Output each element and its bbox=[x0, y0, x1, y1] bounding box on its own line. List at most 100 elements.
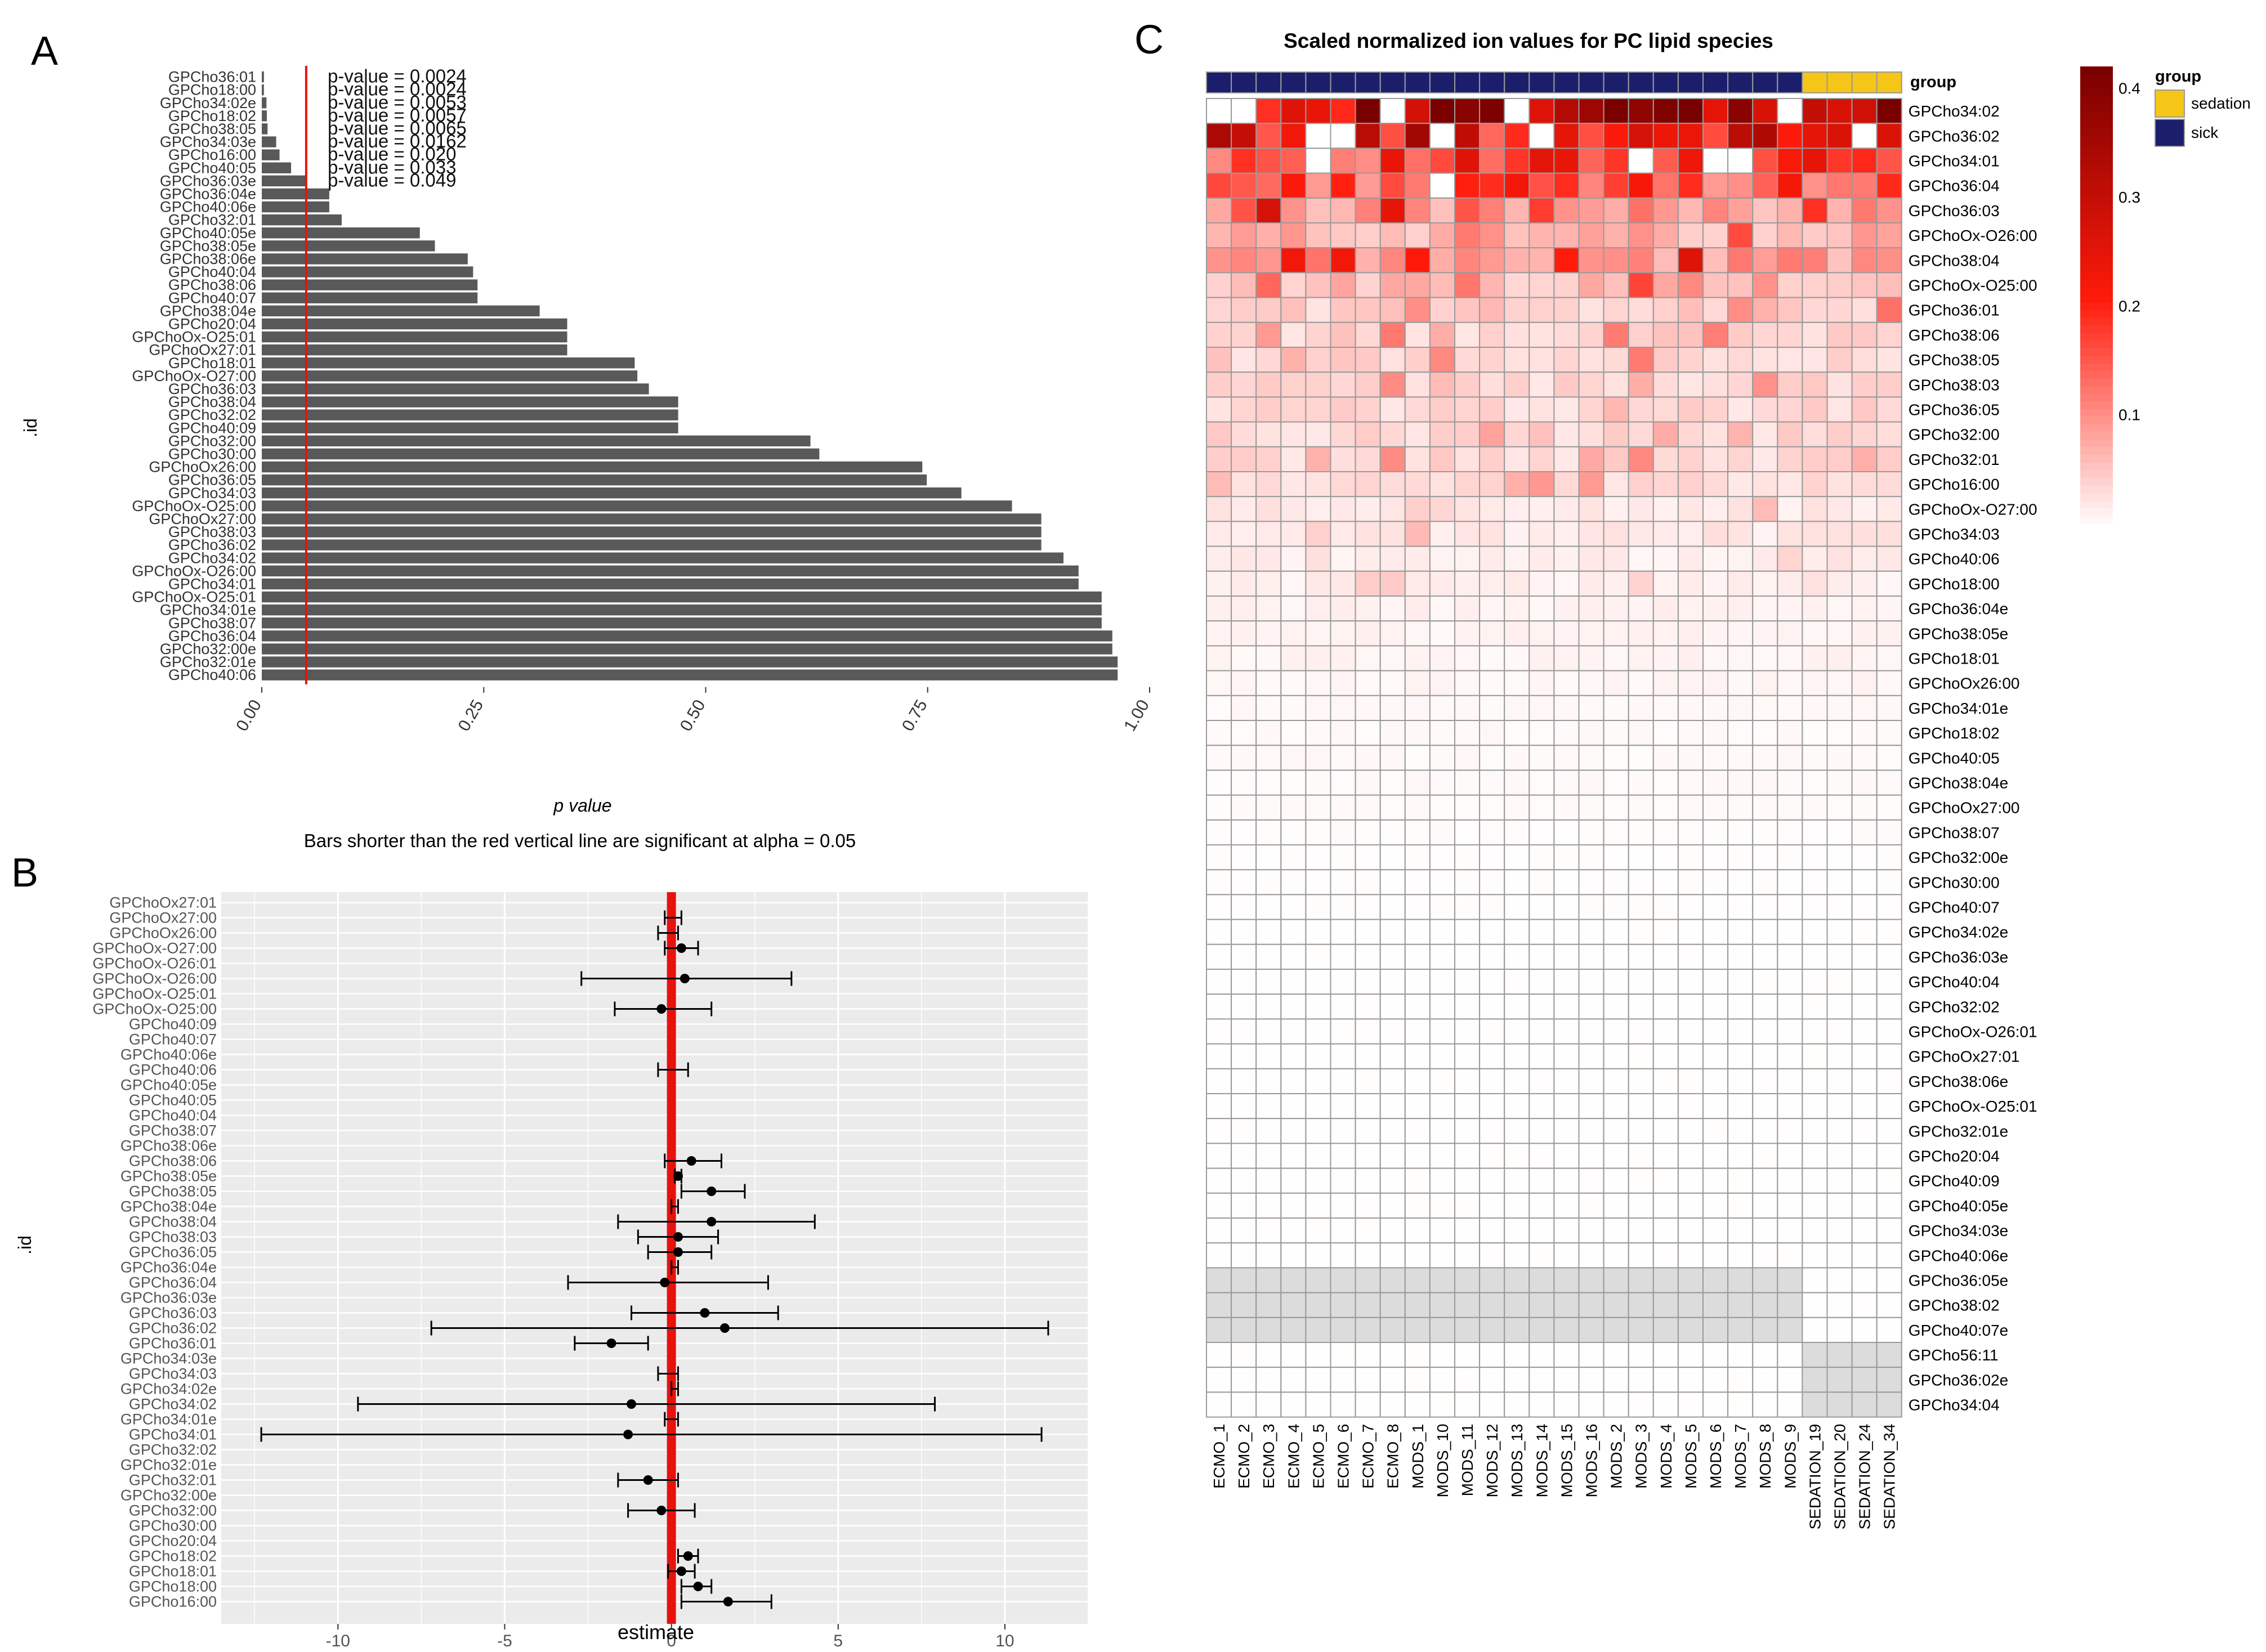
heatmap-cell bbox=[1802, 1267, 1828, 1293]
heatmap-cell bbox=[1305, 421, 1331, 447]
p-value-annotation: p-value = 0.0057 bbox=[328, 105, 467, 126]
heatmap-cell bbox=[1876, 446, 1902, 472]
heatmap-cell bbox=[1280, 919, 1307, 945]
heatmap-cell bbox=[1206, 993, 1232, 1020]
p-value-annotation: p-value = 0.020 bbox=[328, 144, 456, 164]
heatmap-cell bbox=[1777, 1192, 1803, 1219]
y-tick-label: GPCho38:06 bbox=[168, 276, 256, 293]
heatmap-cell bbox=[1479, 794, 1505, 821]
heatmap-cell bbox=[1727, 1043, 1754, 1069]
heatmap-cell bbox=[1553, 969, 1580, 995]
heatmap-cell bbox=[1876, 1118, 1902, 1144]
heatmap-cell bbox=[1404, 794, 1431, 821]
x-axis-label: p value bbox=[553, 795, 611, 816]
heatmap-cell bbox=[1404, 371, 1431, 398]
heatmap-cell bbox=[1355, 720, 1381, 746]
heatmap-cell bbox=[1702, 745, 1729, 771]
y-tick-label: GPCho38:03 bbox=[168, 523, 256, 540]
bar bbox=[262, 201, 329, 213]
y-axis-label: .id bbox=[20, 418, 41, 437]
heatmap-cell bbox=[1677, 1342, 1704, 1368]
heatmap-cell bbox=[1305, 396, 1331, 423]
heatmap-cell bbox=[1628, 769, 1654, 796]
heatmap-cell bbox=[1777, 247, 1803, 274]
heatmap-cell bbox=[1802, 371, 1828, 398]
heatmap-cell bbox=[1652, 371, 1679, 398]
heatmap-cell bbox=[1504, 222, 1530, 249]
heatmap-cell bbox=[1851, 570, 1878, 597]
heatmap-cell bbox=[1255, 570, 1282, 597]
heatmap-cell bbox=[1652, 496, 1679, 522]
heatmap-cell bbox=[1578, 371, 1604, 398]
heatmap-cell bbox=[1727, 1292, 1754, 1318]
row-label: GPCho36:03 bbox=[1909, 202, 2000, 220]
heatmap-cell bbox=[1305, 1093, 1331, 1120]
heatmap-cell bbox=[1305, 1167, 1331, 1194]
plot-background bbox=[221, 892, 1088, 1624]
heatmap-cell bbox=[1504, 1192, 1530, 1219]
heatmap-cell bbox=[1777, 919, 1803, 945]
heatmap-cell bbox=[1355, 894, 1381, 920]
heatmap-cell bbox=[1876, 321, 1902, 348]
row-label: GPCho36:01 bbox=[1909, 302, 2000, 319]
heatmap-cell bbox=[1454, 1317, 1481, 1344]
x-tick-label: 0 bbox=[667, 1632, 676, 1650]
heatmap-cell bbox=[1677, 745, 1704, 771]
heatmap-cell bbox=[1752, 421, 1778, 447]
heatmap-cell bbox=[1528, 1242, 1555, 1269]
heatmap-cell bbox=[1305, 1018, 1331, 1045]
heatmap-cell bbox=[1628, 1093, 1654, 1120]
heatmap-cell bbox=[1677, 98, 1704, 124]
estimate-point bbox=[627, 1399, 637, 1409]
heatmap-cell bbox=[1379, 521, 1406, 547]
heatmap-cell bbox=[1652, 620, 1679, 647]
column-label: ECMO_5 bbox=[1309, 1424, 1327, 1489]
heatmap-cell bbox=[1404, 993, 1431, 1020]
y-tick-label: GPCho40:09 bbox=[129, 1016, 217, 1033]
heatmap-cell bbox=[1504, 1217, 1530, 1244]
heatmap-cell bbox=[1727, 297, 1754, 323]
heatmap-cell bbox=[1876, 247, 1902, 274]
legend-label: sick bbox=[2191, 124, 2219, 141]
heatmap-cell bbox=[1305, 1391, 1331, 1418]
heatmap-cell bbox=[1454, 147, 1481, 174]
heatmap-cell bbox=[1504, 496, 1530, 522]
heatmap-cell bbox=[1379, 570, 1406, 597]
heatmap-cell bbox=[1578, 1342, 1604, 1368]
heatmap-cell bbox=[1504, 570, 1530, 597]
heatmap-cell bbox=[1231, 943, 1257, 970]
heatmap-cell bbox=[1504, 172, 1530, 199]
heatmap-cell bbox=[1603, 695, 1629, 722]
heatmap-cell bbox=[1752, 1118, 1778, 1144]
heatmap-cell bbox=[1851, 919, 1878, 945]
heatmap-cell bbox=[1206, 819, 1232, 846]
colorbar-segment bbox=[2080, 127, 2113, 136]
heatmap-cell bbox=[1628, 1242, 1654, 1269]
heatmap-cell bbox=[1826, 247, 1853, 274]
heatmap-cell bbox=[1702, 919, 1729, 945]
heatmap-cell bbox=[1702, 794, 1729, 821]
heatmap-cell bbox=[1553, 1167, 1580, 1194]
heatmap-cell bbox=[1255, 969, 1282, 995]
y-tick-label: GPCho18:02 bbox=[129, 1548, 217, 1565]
heatmap-cell bbox=[1727, 446, 1754, 472]
x-tick-label: -10 bbox=[326, 1632, 350, 1650]
heatmap-cell bbox=[1255, 172, 1282, 199]
heatmap-cell bbox=[1280, 1367, 1307, 1393]
heatmap-cell bbox=[1553, 1018, 1580, 1045]
heatmap-cell bbox=[1826, 844, 1853, 871]
heatmap-cell bbox=[1603, 720, 1629, 746]
heatmap-cell bbox=[1355, 596, 1381, 622]
estimate-point bbox=[676, 1566, 686, 1576]
heatmap-cell bbox=[1628, 1118, 1654, 1144]
heatmap-cell bbox=[1826, 1143, 1853, 1169]
heatmap-cell bbox=[1727, 1217, 1754, 1244]
heatmap-cell bbox=[1752, 720, 1778, 746]
heatmap-cell bbox=[1454, 1093, 1481, 1120]
heatmap-cell bbox=[1628, 371, 1654, 398]
heatmap-cell bbox=[1379, 695, 1406, 722]
heatmap-cell bbox=[1851, 222, 1878, 249]
heatmap-cell bbox=[1752, 1018, 1778, 1045]
estimate-point bbox=[676, 943, 686, 953]
heatmap-cell bbox=[1876, 745, 1902, 771]
